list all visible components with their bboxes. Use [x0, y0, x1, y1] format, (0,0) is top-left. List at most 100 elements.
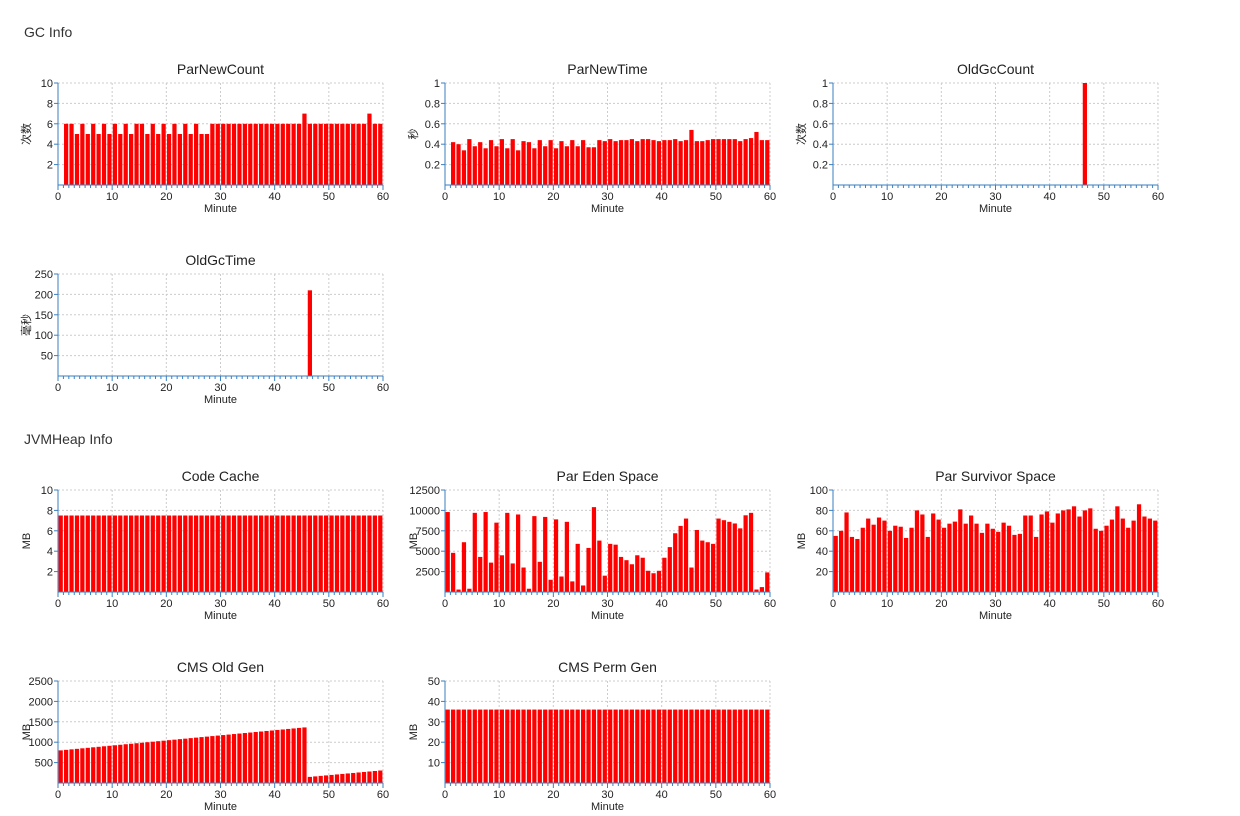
- x-tick-label: 60: [1152, 598, 1164, 610]
- x-tick-label: 30: [214, 598, 226, 610]
- bar: [231, 123, 237, 185]
- y-tick-label: 0.6: [813, 119, 828, 131]
- bar: [499, 555, 504, 592]
- bar: [635, 709, 640, 783]
- y-tick-label: 0.8: [813, 98, 828, 110]
- bar: [145, 134, 150, 185]
- bar: [1131, 520, 1136, 592]
- bar: [210, 123, 215, 185]
- x-tick-label: 40: [1044, 598, 1056, 610]
- bar: [210, 736, 215, 783]
- x-tick-label: 20: [160, 382, 172, 394]
- bar: [629, 709, 634, 783]
- bar: [367, 515, 372, 592]
- bar: [69, 515, 74, 592]
- bar: [351, 772, 356, 783]
- bar: [188, 738, 193, 783]
- bar: [849, 536, 855, 592]
- bar: [608, 709, 613, 783]
- bar: [74, 748, 80, 783]
- bar: [253, 123, 258, 185]
- bar: [1082, 510, 1087, 592]
- bar: [909, 527, 914, 592]
- bar: [839, 530, 844, 592]
- x-tick-label: 0: [55, 191, 61, 203]
- x-tick-label: 40: [269, 598, 281, 610]
- bar: [199, 134, 204, 185]
- bar: [754, 589, 759, 592]
- x-tick-label: 0: [830, 598, 836, 610]
- y-tick-label: 5000: [416, 546, 440, 558]
- bar: [597, 140, 602, 185]
- bar: [101, 123, 107, 185]
- bar: [1120, 518, 1125, 592]
- bar: [694, 141, 699, 185]
- bar: [683, 140, 689, 185]
- bar: [759, 140, 764, 185]
- bar: [510, 139, 515, 185]
- bar: [372, 771, 377, 783]
- bar: [69, 123, 74, 185]
- bar: [340, 773, 345, 783]
- bar: [107, 515, 112, 592]
- y-tick-label: 60: [816, 526, 828, 538]
- y-tick-label: 10: [41, 485, 53, 497]
- bar: [356, 772, 361, 783]
- x-tick-label: 0: [830, 191, 836, 203]
- bar: [570, 140, 575, 185]
- y-tick-label: 4: [47, 546, 53, 558]
- bar: [1109, 519, 1115, 592]
- bar: [532, 148, 537, 185]
- chart-par-survivor-space: Par Survivor Space 0 10 20 30 40 50 60 20 40 60 80 1…: [793, 465, 1164, 625]
- bar: [242, 515, 247, 592]
- bar: [564, 521, 569, 592]
- bar: [586, 547, 591, 592]
- bar: [613, 709, 618, 783]
- bar: [58, 515, 63, 592]
- bar: [456, 589, 461, 592]
- bar: [372, 123, 377, 185]
- bar: [646, 570, 651, 592]
- chart-title: Code Cache: [182, 468, 260, 484]
- bar: [334, 123, 340, 185]
- bar: [1088, 508, 1093, 592]
- bar: [345, 773, 350, 783]
- y-tick-label: 7500: [416, 526, 440, 538]
- bar: [526, 709, 532, 783]
- bar: [483, 148, 488, 185]
- bar: [367, 113, 372, 185]
- bar: [231, 734, 237, 783]
- bar: [96, 134, 101, 185]
- bar: [548, 140, 553, 185]
- bar: [624, 140, 629, 185]
- bar: [581, 140, 586, 185]
- bar: [516, 514, 521, 592]
- bar: [280, 729, 285, 783]
- bar: [161, 740, 166, 783]
- bar: [269, 730, 275, 783]
- bar: [221, 515, 226, 592]
- y-tick-label: 500: [35, 758, 53, 770]
- bar: [356, 515, 361, 592]
- bar: [499, 709, 504, 783]
- bar: [586, 147, 591, 185]
- bar: [367, 771, 372, 783]
- bar: [378, 770, 383, 783]
- bar: [629, 139, 634, 185]
- bar: [340, 515, 345, 592]
- bar: [738, 528, 743, 592]
- y-tick-label: 6: [47, 119, 53, 131]
- bar: [516, 709, 521, 783]
- x-tick-label: 10: [493, 191, 505, 203]
- bar: [765, 140, 770, 185]
- bar: [478, 709, 483, 783]
- x-tick-label: 60: [377, 191, 389, 203]
- x-axis-label: Minute: [591, 610, 624, 622]
- chart-title: Par Eden Space: [557, 468, 659, 484]
- bar: [575, 709, 580, 783]
- bar: [215, 515, 220, 592]
- bar: [329, 123, 334, 185]
- bar: [985, 523, 990, 592]
- bar: [85, 747, 90, 783]
- x-tick-label: 60: [1152, 191, 1164, 203]
